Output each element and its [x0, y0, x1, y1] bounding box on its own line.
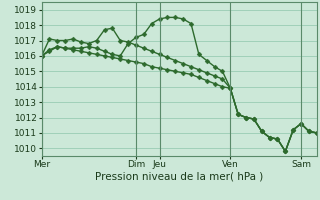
X-axis label: Pression niveau de la mer( hPa ): Pression niveau de la mer( hPa ) — [95, 172, 263, 182]
